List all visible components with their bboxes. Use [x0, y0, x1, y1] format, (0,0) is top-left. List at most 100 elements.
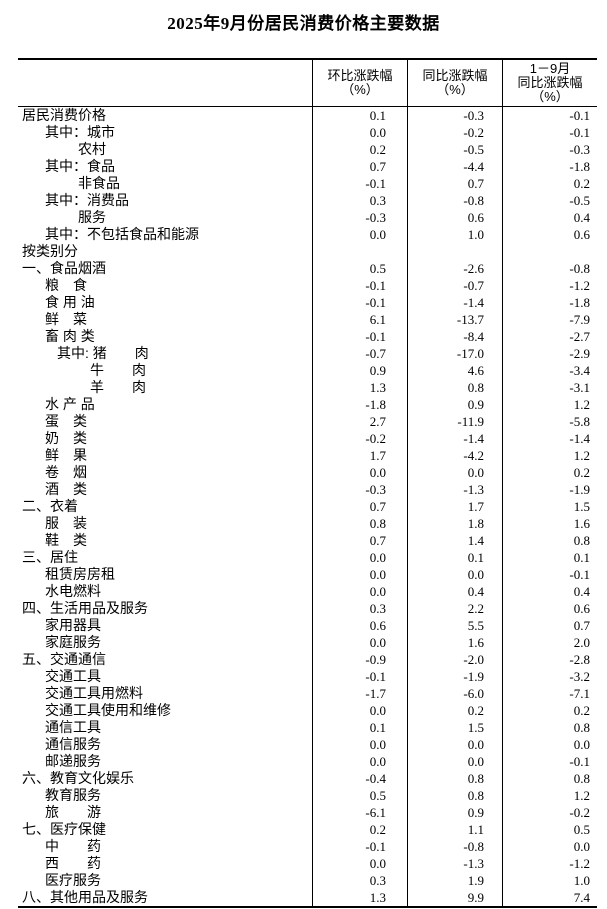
cell-yoy: 1.4	[407, 532, 502, 549]
row-label: 非食品	[78, 175, 120, 191]
cell-ytd: -1.2	[502, 277, 597, 294]
cell-mom: -0.3	[312, 481, 407, 498]
cell-mom: -0.1	[312, 328, 407, 345]
row-label: 其中: 猪 肉	[57, 345, 149, 361]
row-label: 服 装	[45, 515, 87, 531]
table-row: 家用器具 0.6 5.5 0.7	[18, 617, 597, 634]
row-label: 通信工具	[45, 719, 101, 735]
cell-mom: 0.0	[312, 566, 407, 583]
table-row: 通信服务 0.0 0.0 0.0	[18, 736, 597, 753]
cell-mom: -1.8	[312, 396, 407, 413]
cell-ytd: 1.0	[502, 872, 597, 889]
header-yoy-line2: （%）	[436, 82, 474, 97]
row-label: 居民消费价格	[22, 107, 106, 123]
header-ytd-line2: 同比涨跌幅	[517, 75, 583, 90]
cell-ytd: 0.2	[502, 702, 597, 719]
cell-ytd: -3.4	[502, 362, 597, 379]
table-row: 交通工具 -0.1 -1.9 -3.2	[18, 668, 597, 685]
cell-ytd: 0.4	[502, 583, 597, 600]
table-row: 服务 -0.3 0.6 0.4	[18, 209, 597, 226]
table-row: 交通工具用燃料 -1.7 -6.0 -7.1	[18, 685, 597, 702]
cell-mom: -0.1	[312, 668, 407, 685]
cell-mom: 0.0	[312, 753, 407, 770]
cell-ytd: 0.2	[502, 464, 597, 481]
cell-ytd: -1.8	[502, 158, 597, 175]
row-label: 邮递服务	[45, 753, 101, 769]
table-row: 其中: 猪 肉 -0.7 -17.0 -2.9	[18, 345, 597, 362]
cell-yoy: -4.4	[407, 158, 502, 175]
cell-yoy: 1.1	[407, 821, 502, 838]
cell-mom: 0.0	[312, 226, 407, 243]
cell-yoy: 5.5	[407, 617, 502, 634]
table-row: 租赁房房租 0.0 0.0 -0.1	[18, 566, 597, 583]
table-row: 酒 类 -0.3 -1.3 -1.9	[18, 481, 597, 498]
cell-ytd: -2.8	[502, 651, 597, 668]
table-row: 按类别分	[18, 243, 597, 260]
table-row: 粮 食 -0.1 -0.7 -1.2	[18, 277, 597, 294]
cell-mom: 0.0	[312, 464, 407, 481]
cell-mom: 6.1	[312, 311, 407, 328]
cell-mom: 0.0	[312, 634, 407, 651]
cell-yoy: 0.8	[407, 770, 502, 787]
table-row: 一、食品烟酒 0.5 -2.6 -0.8	[18, 260, 597, 277]
row-label: 畜 肉 类	[45, 328, 95, 344]
row-label: 七、医疗保健	[22, 821, 106, 837]
cell-yoy: -0.8	[407, 838, 502, 855]
row-label: 鞋 类	[45, 532, 87, 548]
table-row: 西 药 0.0 -1.3 -1.2	[18, 855, 597, 872]
header-label-spacer	[18, 60, 312, 106]
cell-mom: 0.7	[312, 158, 407, 175]
cell-yoy: 9.9	[407, 889, 502, 906]
row-label: 农村	[78, 141, 106, 157]
cell-ytd: -3.2	[502, 668, 597, 685]
cell-mom: 2.7	[312, 413, 407, 430]
cell-yoy: -11.9	[407, 413, 502, 430]
cell-ytd: -0.3	[502, 141, 597, 158]
cell-yoy: -0.7	[407, 277, 502, 294]
cell-yoy: 0.4	[407, 583, 502, 600]
cell-yoy: -2.0	[407, 651, 502, 668]
cell-ytd: -2.7	[502, 328, 597, 345]
row-label: 四、生活用品及服务	[22, 600, 148, 616]
table-row: 三、居住 0.0 0.1 0.1	[18, 549, 597, 566]
cell-mom: -0.2	[312, 430, 407, 447]
cell-yoy: 0.1	[407, 549, 502, 566]
row-label: 中 药	[45, 838, 101, 854]
cell-ytd: 0.2	[502, 175, 597, 192]
table-row: 八、其他用品及服务 1.3 9.9 7.4	[18, 889, 597, 906]
cell-mom: -0.7	[312, 345, 407, 362]
row-label: 羊 肉	[90, 379, 146, 395]
row-label: 牛 肉	[90, 362, 146, 378]
table-row: 通信工具 0.1 1.5 0.8	[18, 719, 597, 736]
row-label: 二、衣着	[22, 498, 78, 514]
row-label: 家用器具	[45, 617, 101, 633]
row-label: 交通工具使用和维修	[45, 702, 171, 718]
table-row: 卷 烟 0.0 0.0 0.2	[18, 464, 597, 481]
cell-mom: -0.1	[312, 838, 407, 855]
table-row: 二、衣着 0.7 1.7 1.5	[18, 498, 597, 515]
header-mom-change: 环比涨跌幅 （%）	[312, 60, 407, 106]
cell-mom: 0.3	[312, 600, 407, 617]
header-ytd-line1: 1－9月	[529, 61, 571, 76]
cell-yoy: 1.5	[407, 719, 502, 736]
table-row: 羊 肉 1.3 0.8 -3.1	[18, 379, 597, 396]
cell-ytd: 0.8	[502, 719, 597, 736]
cell-ytd: 0.7	[502, 617, 597, 634]
cell-ytd: 2.0	[502, 634, 597, 651]
cell-ytd: -3.1	[502, 379, 597, 396]
cell-mom: 0.0	[312, 549, 407, 566]
cell-ytd: -1.9	[502, 481, 597, 498]
cell-mom: 0.1	[312, 107, 407, 124]
cell-yoy: 0.0	[407, 736, 502, 753]
header-mom-line2: （%）	[341, 82, 379, 97]
cell-mom: 0.2	[312, 821, 407, 838]
cell-yoy: -6.0	[407, 685, 502, 702]
row-label: 蛋 类	[45, 413, 87, 429]
cpi-data-table: 环比涨跌幅 （%） 同比涨跌幅 （%） 1－9月 同比涨跌幅 （%） 居民消费价…	[18, 58, 597, 908]
table-row: 鲜 菜 6.1 -13.7 -7.9	[18, 311, 597, 328]
table-header-row: 环比涨跌幅 （%） 同比涨跌幅 （%） 1－9月 同比涨跌幅 （%）	[18, 60, 597, 107]
cell-ytd: -0.1	[502, 753, 597, 770]
cell-mom: 0.9	[312, 362, 407, 379]
row-label: 卷 烟	[45, 464, 87, 480]
table-row: 其中：消费品 0.3 -0.8 -0.5	[18, 192, 597, 209]
